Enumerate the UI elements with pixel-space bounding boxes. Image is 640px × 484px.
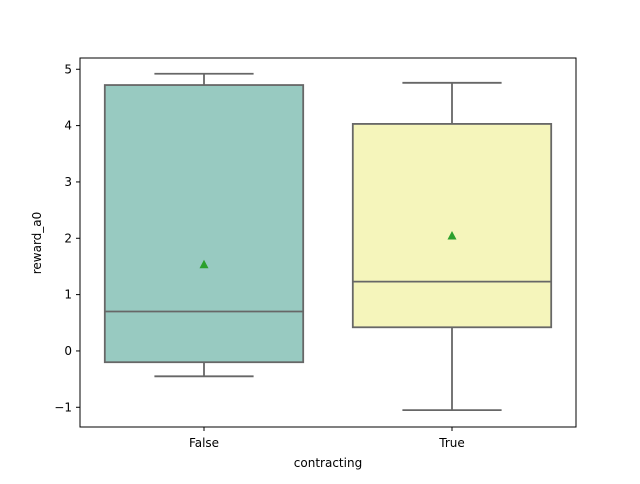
axes-frame xyxy=(79,57,577,428)
mean-marker xyxy=(199,259,209,269)
y-tick-label: 5 xyxy=(64,62,72,76)
plot-area xyxy=(103,72,553,411)
y-tick-label: 2 xyxy=(64,231,72,245)
y-tick-label: −1 xyxy=(54,400,72,414)
y-tick-label: 3 xyxy=(64,175,72,189)
y-axis: −1 0 1 2 3 4 5 xyxy=(54,62,80,414)
y-tick-label: 0 xyxy=(64,344,72,358)
y-tick-label: 4 xyxy=(64,119,72,133)
x-axis: False True xyxy=(189,427,465,450)
y-axis-label: reward_a0 xyxy=(30,212,44,275)
iqr-box xyxy=(103,84,305,364)
x-tick-label: False xyxy=(189,436,219,450)
box-true xyxy=(351,81,553,411)
x-tick-label: True xyxy=(438,436,465,450)
y-tick-label: 1 xyxy=(64,288,72,302)
box-false xyxy=(103,72,305,378)
mean-marker xyxy=(447,231,457,240)
x-axis-label: contracting xyxy=(294,456,362,470)
iqr-box xyxy=(351,123,553,329)
